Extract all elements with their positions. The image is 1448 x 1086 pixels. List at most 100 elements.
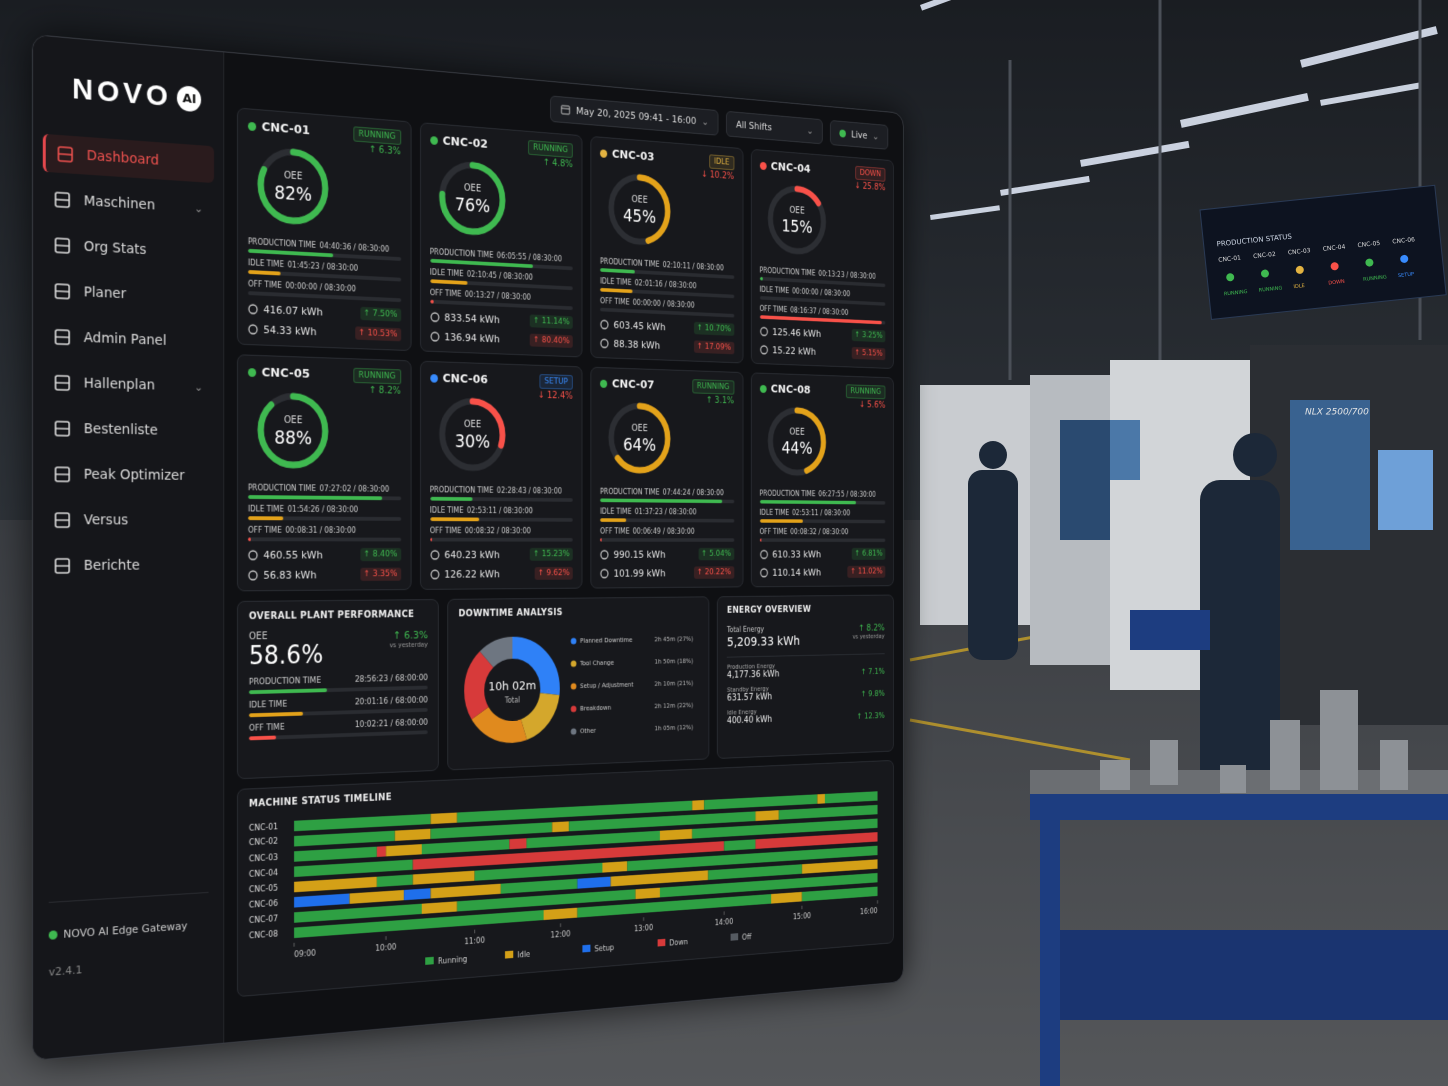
energy-icon	[600, 338, 609, 348]
time-value: 00:00:00 / 08:30:00	[792, 287, 851, 299]
timeline-segment	[610, 870, 709, 887]
time-label: OFF TIME	[248, 722, 285, 734]
timeline-segment	[824, 791, 878, 804]
icon-shape	[760, 345, 767, 353]
timeline-segment	[385, 844, 422, 857]
icon-shape	[56, 199, 70, 200]
timeline-segment	[394, 828, 431, 841]
time-row: IDLE TIME 02:53:11 / 08:30:00	[429, 506, 573, 522]
time-value: 01:37:23 / 08:30:00	[634, 507, 697, 517]
nav-icon	[55, 329, 71, 345]
timeline-segment	[692, 800, 705, 811]
machine-card: CNC-08 RUNNING OEE 44% ↓ 5.6% PRODUCTION TIME…	[750, 372, 894, 588]
nav-label: Versus	[83, 512, 129, 529]
timeline-segment	[526, 830, 660, 849]
x-tick-label: 12:00	[551, 929, 571, 940]
time-bar	[247, 495, 383, 501]
nav-item[interactable]: Planer	[43, 272, 214, 317]
nav-item[interactable]: Versus	[43, 501, 214, 539]
time-text: PRODUCTION TIME 07:44:24 / 08:30:00	[600, 488, 734, 497]
time-label: PRODUCTION TIME	[429, 247, 494, 260]
icon-shape	[58, 154, 72, 155]
row-label: CNC-04	[249, 867, 278, 878]
display-status: RUNNING	[1224, 289, 1248, 297]
energy-icon	[430, 569, 439, 579]
timeline-segment	[802, 859, 878, 874]
time-label: OFF TIME	[429, 288, 462, 299]
legend-label: Planned Downtime	[580, 636, 632, 644]
nav-item[interactable]: Org Stats	[43, 226, 214, 273]
energy-delta: ↑ 15.23%	[529, 547, 573, 561]
time-label: PRODUCTION TIME	[429, 485, 494, 495]
time-text: IDLE TIME 02:53:11 / 08:30:00	[760, 509, 886, 518]
timeline-segment	[430, 883, 501, 899]
bar-track	[429, 496, 573, 502]
time-bar	[247, 516, 284, 521]
nav-item[interactable]: Berichte	[43, 547, 214, 585]
nav-item[interactable]: Peak Optimizer	[43, 455, 214, 495]
time-value: 00:08:32 / 08:30:00	[464, 526, 531, 536]
energy-icon	[248, 570, 258, 581]
status-badge: RUNNING	[353, 126, 401, 145]
date-picker[interactable]: May 20, 2025 09:41 - 16:00 ⌄	[550, 94, 719, 136]
timeline-segment	[294, 813, 431, 832]
energy-icon	[760, 344, 768, 354]
time-value: 00:06:49 / 08:30:00	[632, 527, 695, 536]
icon-shape	[431, 570, 439, 578]
time-value: 28:56:23 / 68:00:00	[354, 673, 428, 685]
time-bar	[247, 537, 251, 542]
energy-total: Total Energy 5,209.33 kWh ↑ 8.2% vs yesterd…	[726, 623, 885, 658]
time-label: PRODUCTION TIME	[247, 483, 316, 493]
live-toggle[interactable]: Live ⌄	[830, 119, 889, 150]
nav-item[interactable]: Hallenplan ⌄	[43, 363, 214, 405]
legend-value: 1h 05m (12%)	[655, 724, 694, 733]
time-bar	[759, 519, 803, 523]
energy-delta: ↑ 10.70%	[693, 321, 734, 336]
display-status: RUNNING	[1258, 285, 1282, 293]
total-value: 5,209.33 kWh	[726, 634, 800, 650]
display-machine: CNC-02	[1253, 251, 1276, 260]
time-row: PRODUCTION TIME 06:27:55 / 08:30:00	[759, 490, 886, 505]
timeline-segment	[602, 861, 628, 873]
oee-delta: ↓ 25.8%	[854, 181, 886, 193]
time-value: 02:53:11 / 08:30:00	[466, 506, 533, 516]
compare: vs yesterday	[852, 632, 885, 641]
legend-dot	[570, 705, 577, 713]
chevron: ⌄	[194, 201, 203, 215]
timeline-segment	[430, 812, 458, 825]
nav-item[interactable]: Bestenliste	[43, 409, 214, 450]
nav-label: Planer	[83, 284, 127, 303]
time-text: IDLE TIME 01:37:23 / 08:30:00	[600, 507, 734, 516]
nav-label: Berichte	[83, 557, 140, 574]
nav-item[interactable]: Admin Panel	[43, 317, 214, 361]
icon-shape	[601, 550, 608, 558]
time-bar	[759, 276, 763, 281]
time-bar	[248, 711, 303, 718]
time-value: 00:08:32 / 08:30:00	[790, 528, 849, 536]
bar-track	[759, 499, 886, 505]
display-status: IDLE	[1293, 283, 1305, 290]
icon-shape	[601, 339, 608, 347]
x-tick-label: 11:00	[464, 935, 484, 946]
status-badge: IDLE	[709, 154, 734, 171]
brand-name: NOVO	[72, 72, 172, 113]
gauge-value: 15%	[781, 216, 812, 237]
bar-track	[600, 518, 734, 523]
nav-item[interactable]: Maschinen ⌄	[43, 180, 214, 228]
time-label: IDLE TIME	[600, 507, 632, 516]
gateway-dot	[48, 930, 58, 940]
icon-shape	[760, 568, 767, 576]
status-dot	[247, 367, 257, 377]
chevron: ⌄	[194, 380, 203, 394]
time-value: 20:01:16 / 68:00:00	[354, 695, 428, 708]
nav-menu: Dashboard Maschinen ⌄ Org Stats Planer Admin …	[33, 133, 223, 585]
time-value: 00:00:00 / 08:30:00	[632, 298, 695, 310]
status-badge: RUNNING	[528, 140, 573, 159]
energy-value: 56.83 kWh	[263, 568, 317, 582]
timeline-segment	[349, 889, 404, 904]
energy-row: 990.15 kWh ↑ 5.04%	[600, 547, 734, 561]
shift-select[interactable]: All Shifts ⌄	[726, 110, 823, 144]
time-value: 02:53:11 / 08:30:00	[792, 508, 851, 518]
